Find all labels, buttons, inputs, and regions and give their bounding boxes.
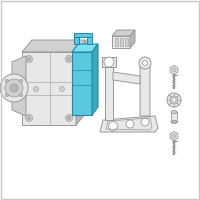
Circle shape [5, 79, 9, 83]
Polygon shape [112, 30, 135, 36]
Polygon shape [74, 35, 79, 44]
Polygon shape [100, 116, 158, 132]
Polygon shape [12, 56, 26, 116]
Circle shape [10, 84, 18, 92]
Polygon shape [92, 44, 98, 115]
Polygon shape [170, 66, 178, 74]
Polygon shape [115, 38, 118, 46]
Circle shape [5, 79, 23, 97]
Circle shape [139, 57, 151, 69]
Circle shape [68, 58, 70, 60]
Ellipse shape [171, 110, 177, 114]
Polygon shape [105, 62, 113, 120]
Polygon shape [22, 52, 76, 125]
Circle shape [141, 118, 149, 126]
Polygon shape [102, 57, 116, 67]
Circle shape [172, 134, 176, 138]
Polygon shape [76, 40, 86, 125]
Circle shape [28, 58, 30, 60]
Polygon shape [72, 52, 92, 115]
Polygon shape [87, 35, 92, 44]
Circle shape [142, 60, 148, 66]
Circle shape [170, 96, 178, 104]
Circle shape [167, 93, 181, 107]
Polygon shape [171, 112, 177, 122]
Polygon shape [112, 36, 130, 48]
Circle shape [104, 57, 114, 67]
Circle shape [26, 55, 32, 62]
Circle shape [26, 114, 32, 121]
Polygon shape [130, 30, 135, 48]
Polygon shape [74, 33, 92, 37]
Circle shape [126, 120, 134, 128]
Polygon shape [125, 38, 128, 46]
Circle shape [60, 86, 64, 92]
Ellipse shape [171, 120, 177, 123]
Polygon shape [113, 72, 140, 84]
Circle shape [28, 116, 30, 119]
Polygon shape [170, 132, 178, 140]
Circle shape [108, 121, 118, 130]
Circle shape [172, 98, 176, 102]
Polygon shape [22, 40, 86, 52]
Circle shape [19, 79, 23, 83]
Circle shape [68, 116, 70, 119]
Circle shape [172, 68, 176, 72]
Circle shape [34, 86, 38, 92]
Circle shape [5, 93, 9, 97]
Circle shape [66, 55, 72, 62]
Polygon shape [140, 60, 150, 116]
Polygon shape [72, 44, 98, 52]
Polygon shape [120, 38, 123, 46]
Circle shape [0, 74, 28, 102]
Circle shape [19, 93, 23, 97]
Circle shape [66, 114, 72, 121]
